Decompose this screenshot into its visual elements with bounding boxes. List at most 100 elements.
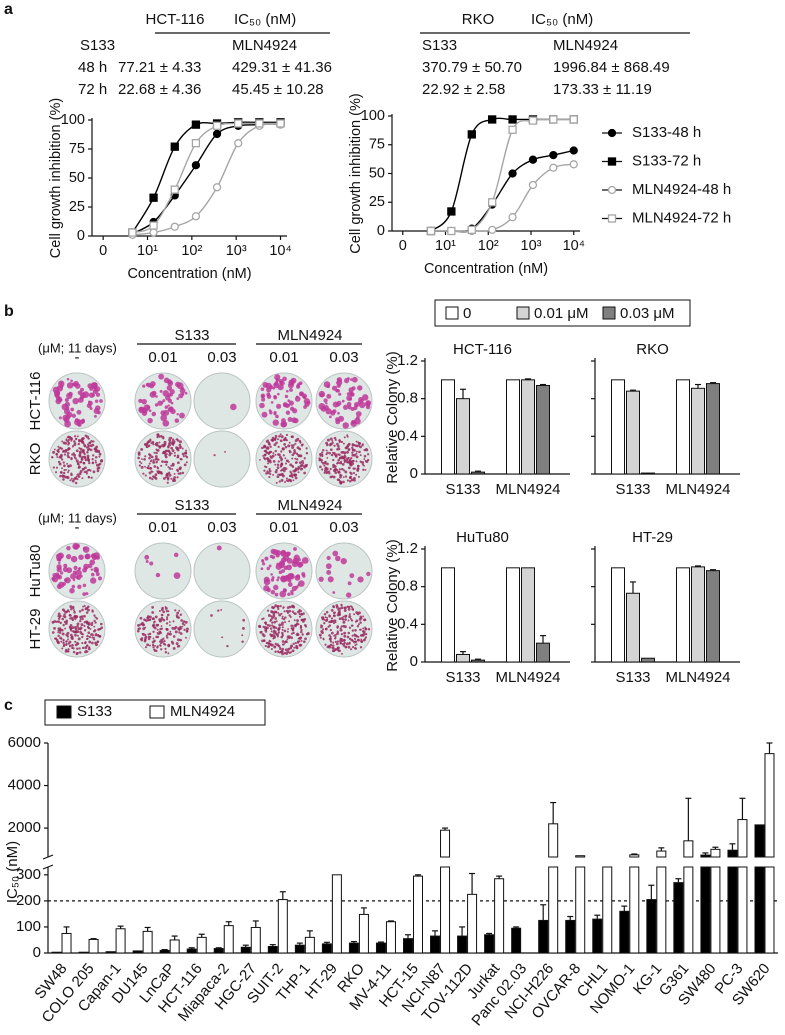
colony — [174, 625, 178, 629]
colony — [72, 609, 75, 612]
colony — [321, 448, 325, 452]
colony — [170, 640, 174, 644]
marker — [488, 225, 497, 235]
colony — [69, 617, 72, 620]
colony — [355, 619, 359, 623]
colony — [343, 641, 346, 644]
colony — [268, 467, 271, 471]
colony — [294, 442, 297, 445]
dose-label: 0.01 — [148, 519, 177, 536]
colony — [357, 464, 360, 468]
colony — [286, 612, 289, 614]
colony — [290, 444, 293, 447]
colony — [286, 459, 289, 462]
colony — [361, 394, 369, 401]
bar — [511, 927, 522, 954]
colony — [336, 626, 339, 629]
colony — [343, 469, 346, 472]
colony — [172, 443, 175, 446]
colony — [356, 467, 360, 471]
marker — [149, 193, 158, 202]
colony — [269, 445, 272, 448]
colony — [90, 623, 94, 627]
colony — [148, 453, 151, 456]
bar — [186, 948, 197, 954]
y-tick-label: 200 — [16, 892, 41, 909]
colony — [325, 471, 328, 475]
colony — [288, 449, 291, 452]
colony — [85, 611, 89, 614]
colony — [98, 627, 102, 631]
marker — [607, 157, 617, 166]
colony — [331, 385, 338, 391]
colony — [70, 607, 73, 611]
colony — [62, 478, 65, 481]
cell-line-label: HCT-116 — [27, 372, 44, 431]
colony — [343, 436, 346, 439]
colony — [79, 619, 82, 623]
colony — [74, 437, 78, 441]
colony — [351, 449, 354, 452]
colony — [286, 564, 292, 571]
colony — [277, 438, 280, 441]
colony — [74, 633, 77, 637]
colony — [158, 640, 162, 643]
colony — [351, 446, 354, 450]
colony — [77, 442, 80, 446]
bar — [575, 855, 586, 858]
colony — [92, 470, 96, 474]
colony — [78, 447, 81, 450]
colony — [154, 403, 159, 407]
marker — [488, 115, 497, 124]
colony — [156, 645, 159, 648]
colony — [168, 624, 171, 627]
colony — [294, 468, 298, 472]
colony — [157, 400, 163, 406]
colony — [100, 459, 104, 462]
colony — [343, 634, 347, 638]
colony — [178, 446, 182, 449]
colony — [280, 635, 284, 639]
colony — [161, 444, 164, 447]
colony — [149, 460, 152, 463]
colony — [326, 456, 329, 459]
colony — [335, 389, 339, 393]
colony — [216, 545, 222, 551]
colony — [279, 464, 283, 467]
colony — [179, 387, 186, 394]
colony — [267, 645, 271, 648]
colony — [336, 630, 339, 633]
colony — [66, 411, 73, 418]
bar — [440, 829, 451, 858]
colony — [350, 392, 355, 397]
colony — [73, 456, 76, 459]
colony — [271, 555, 276, 560]
colony — [342, 620, 346, 624]
colony — [291, 610, 295, 613]
colony — [274, 642, 277, 645]
colony — [294, 439, 298, 443]
colony — [354, 644, 357, 647]
colony — [348, 641, 351, 644]
colony — [173, 552, 179, 558]
bar — [706, 570, 720, 663]
colony — [329, 637, 332, 640]
colony — [63, 453, 67, 456]
colony — [87, 626, 91, 630]
colony — [258, 624, 262, 628]
colony — [88, 468, 91, 471]
colony — [99, 399, 103, 403]
colony — [94, 629, 97, 632]
colony — [296, 619, 299, 622]
colony — [340, 603, 343, 607]
colony — [181, 471, 185, 475]
colony — [94, 455, 98, 459]
colony — [353, 613, 356, 616]
colony — [336, 461, 340, 464]
colony — [329, 628, 332, 632]
colony — [268, 385, 274, 390]
table-value: 370.79 ± 50.70 — [422, 59, 522, 76]
colony — [266, 439, 269, 442]
colony — [68, 640, 72, 644]
colony — [165, 616, 169, 619]
